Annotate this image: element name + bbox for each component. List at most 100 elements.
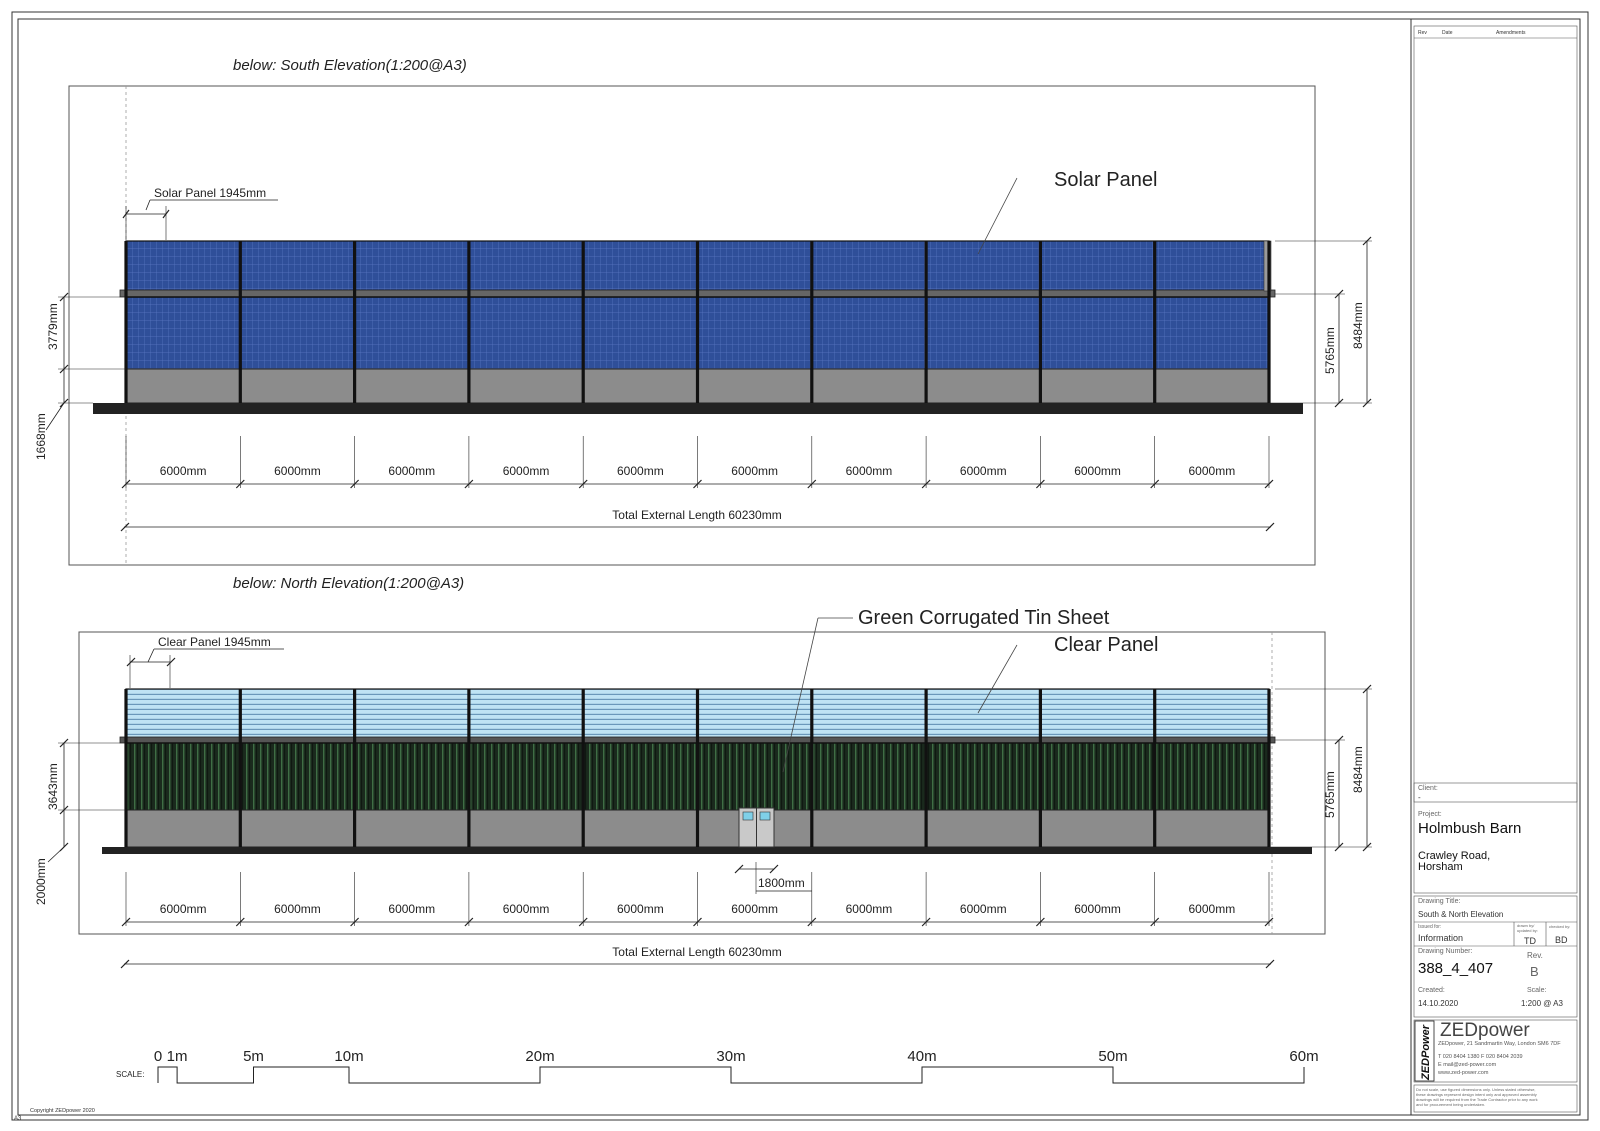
- north-elevation: below: North Elevation(1:200@A3) Green C…: [34, 575, 1372, 969]
- north-total-dim-tick: [120, 959, 130, 969]
- south-right-dim-tick: [1334, 398, 1344, 408]
- bay-dim-label: 6000mm: [617, 464, 664, 478]
- south-right-dim-tick: [1362, 236, 1372, 246]
- south-elevation-title: below: South Elevation(1:200@A3): [233, 57, 467, 74]
- scale-bar-label: SCALE:: [116, 1070, 144, 1079]
- bay-column: [467, 689, 471, 847]
- project-label: Project:: [1418, 811, 1442, 818]
- north-clear-callout: Clear Panel: [1054, 634, 1159, 656]
- bay-column: [1267, 241, 1271, 403]
- drawing-info-panel: [1413, 895, 1578, 1018]
- scale-tick-label: 20m: [525, 1048, 554, 1065]
- drawing-number-value: 388_4_407: [1418, 960, 1494, 977]
- project-name: Holmbush Barn: [1418, 820, 1522, 837]
- project-panel: [1413, 782, 1578, 894]
- north-right-dim-inner: 5765mm: [1323, 771, 1337, 818]
- north-right-dim-tick: [1334, 842, 1344, 852]
- bay-dim-label: 6000mm: [1189, 902, 1236, 916]
- bay-dim-label: 6000mm: [388, 464, 435, 478]
- rev-label: Rev.: [1527, 951, 1543, 960]
- zed-logo: ZEDPower: [1420, 1024, 1432, 1081]
- bay-column: [1038, 241, 1042, 403]
- south-left-dim-tick: [59, 398, 69, 408]
- scale-tick-label: 50m: [1098, 1048, 1127, 1065]
- south-left-lower-leader: [45, 402, 65, 431]
- company-name: ZEDpower: [1440, 1020, 1530, 1041]
- north-panel-dim-label: Clear Panel 1945mm: [158, 635, 271, 649]
- scale-bar: SCALE: 0 1m 5m 10m 20m 30m 40m 50m 60m: [116, 1048, 1319, 1084]
- company-panel: [1413, 1019, 1578, 1083]
- north-tin-leader: [782, 617, 819, 773]
- north-right-dim-tick: [1334, 735, 1344, 745]
- south-left-dim-tick: [59, 292, 69, 302]
- created-value: 14.10.2020: [1418, 999, 1459, 1008]
- south-right-dim-tick: [1334, 289, 1344, 299]
- north-door-dim-label: 1800mm: [758, 876, 805, 890]
- issued-for-value: Information: [1418, 933, 1464, 943]
- north-elevation-title: below: North Elevation(1:200@A3): [233, 575, 464, 592]
- south-left-dim-lower: 1668mm: [34, 413, 48, 460]
- north-bay-dimensions: 6000mm 6000mm 6000mm 6000mm 6000mm 6000mm 6000…: [121, 872, 1274, 927]
- north-left-dim-tick: [59, 738, 69, 748]
- title-block-frame: [1410, 18, 1581, 1116]
- north-tin-callout: Green Corrugated Tin Sheet: [858, 607, 1110, 629]
- drawn-by-value: TD: [1524, 936, 1536, 946]
- south-solar-leader: [977, 177, 1018, 255]
- client-value: -: [1418, 793, 1421, 802]
- north-right-dim-tick: [1362, 842, 1372, 852]
- bay-column: [238, 241, 242, 403]
- bay-column: [581, 689, 585, 847]
- revision-table: [1413, 25, 1578, 803]
- issued-for-label: Issued for:: [1418, 924, 1442, 930]
- north-door-dim-tick: [769, 864, 779, 874]
- disclaimer-line: and for procurement being undertaken.: [1416, 1102, 1486, 1107]
- bay-dim-label: 6000mm: [1074, 902, 1121, 916]
- bay-dim-label: 6000mm: [617, 902, 664, 916]
- bay-dim-label: 6000mm: [731, 902, 778, 916]
- drawing-number-label: Drawing Number:: [1418, 948, 1473, 955]
- scale-tick-label: 30m: [716, 1048, 745, 1065]
- bay-column: [1038, 689, 1042, 847]
- rev-col-header: Rev: [1418, 30, 1427, 36]
- north-left-lower-leader: [47, 846, 65, 863]
- bay-column: [467, 241, 471, 403]
- scale-tick-label: 5m: [243, 1048, 264, 1065]
- bay-column: [924, 241, 928, 403]
- north-frame: [78, 631, 1326, 935]
- rev-value: B: [1530, 964, 1539, 979]
- south-total-dim-tick: [1265, 522, 1275, 532]
- south-bay-frames: [124, 241, 1271, 403]
- scale-bar-zigzag: [157, 1066, 1305, 1084]
- disclaimer-line: these drawings represent design intent o…: [1416, 1092, 1537, 1097]
- north-left-dim-lower: 2000mm: [34, 858, 48, 905]
- bay-column: [810, 689, 814, 847]
- title-block: Rev Date Amendments ZEDPower: [1410, 18, 1581, 1116]
- drawing-title-label: Drawing Title:: [1418, 898, 1461, 905]
- bay-dim-label: 6000mm: [388, 902, 435, 916]
- south-panel-dim-leader: [145, 199, 151, 211]
- disclaimer-line: drawings will be required from the Trade…: [1416, 1097, 1538, 1102]
- project-address-line2: Horsham: [1418, 861, 1463, 873]
- bay-dim-label: 6000mm: [503, 902, 550, 916]
- company-address: ZEDpower, 21 Sandmartin Way, London SM6 …: [1438, 1041, 1561, 1047]
- south-solar-callout: Solar Panel: [1054, 169, 1157, 191]
- north-left-dim-upper: 3643mm: [46, 763, 60, 810]
- bay-column: [238, 689, 242, 847]
- bay-dim-label: 6000mm: [160, 902, 207, 916]
- bay-column: [1153, 689, 1157, 847]
- south-left-dim-upper: 3779mm: [46, 303, 60, 350]
- scale-label: Scale:: [1527, 987, 1547, 994]
- bay-dim-label: 6000mm: [846, 464, 893, 478]
- bay-dim-label: 6000mm: [1074, 464, 1121, 478]
- sheet-border-outer: [11, 11, 1589, 1121]
- bay-dim-label: 6000mm: [960, 464, 1007, 478]
- disclaimer-line: Do not scale, use figured dimensions onl…: [1416, 1087, 1536, 1092]
- bay-column: [810, 241, 814, 403]
- south-ground-slab: [93, 403, 1303, 414]
- north-clear-leader: [977, 644, 1018, 714]
- bay-dim-label: 6000mm: [503, 464, 550, 478]
- south-total-dim-tick: [120, 522, 130, 532]
- copyright-text: Copyright ZEDpower 2020: [30, 1108, 95, 1114]
- bay-dim-label: 6000mm: [1189, 464, 1236, 478]
